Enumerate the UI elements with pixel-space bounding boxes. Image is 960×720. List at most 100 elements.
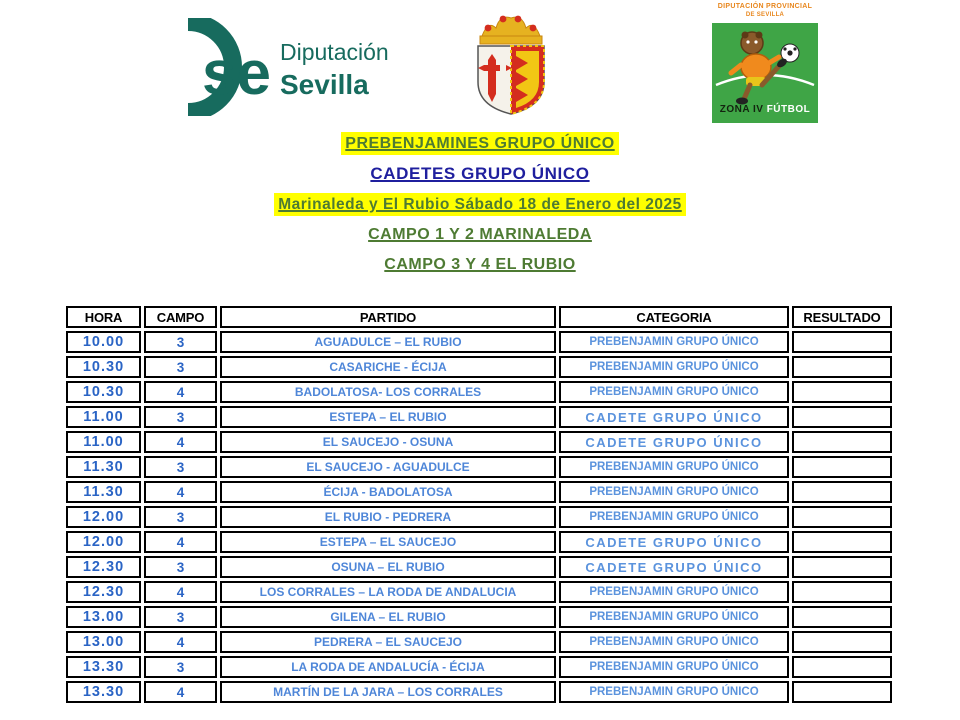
zona-caption-zona: ZONA IV xyxy=(719,104,764,115)
cell-hora: 10.30 xyxy=(66,381,141,403)
cell-resultado xyxy=(792,431,892,453)
title-campo-el-rubio-text: CAMPO 3 Y 4 EL RUBIO xyxy=(384,256,576,273)
cell-resultado xyxy=(792,556,892,578)
cell-campo: 3 xyxy=(144,406,217,428)
cell-categoria: CADETE GRUPO ÚNICO xyxy=(559,431,789,453)
sevilla-logo-line2: Sevilla xyxy=(280,69,369,100)
cell-campo: 3 xyxy=(144,506,217,528)
cell-hora: 11.00 xyxy=(66,406,141,428)
cell-partido: AGUADULCE – EL RUBIO xyxy=(220,331,556,353)
cell-hora: 13.00 xyxy=(66,606,141,628)
cell-resultado xyxy=(792,356,892,378)
cell-categoria: PREBENJAMIN GRUPO ÚNICO xyxy=(559,656,789,678)
cell-campo: 3 xyxy=(144,456,217,478)
cell-hora: 13.30 xyxy=(66,656,141,678)
cell-campo: 4 xyxy=(144,581,217,603)
cell-resultado xyxy=(792,481,892,503)
sevilla-logo-line1: Diputación xyxy=(280,39,388,65)
table-row: 13.00 4 PEDRERA – EL SAUCEJO PREBENJAMIN… xyxy=(66,631,892,653)
cell-categoria: PREBENJAMIN GRUPO ÚNICO xyxy=(559,631,789,653)
cell-categoria: CADETE GRUPO ÚNICO xyxy=(559,531,789,553)
cell-partido: OSUNA – EL RUBIO xyxy=(220,556,556,578)
cell-campo: 4 xyxy=(144,431,217,453)
table-row: 10.30 4 BADOLATOSA- LOS CORRALES PREBENJ… xyxy=(66,381,892,403)
cell-campo: 4 xyxy=(144,631,217,653)
cell-categoria: CADETE GRUPO ÚNICO xyxy=(559,556,789,578)
column-header-hora: HORA xyxy=(66,306,141,328)
table-row: 13.30 4 MARTÍN DE LA JARA – LOS CORRALES… xyxy=(66,681,892,703)
cell-campo: 3 xyxy=(144,656,217,678)
table-row: 12.30 4 LOS CORRALES – LA RODA DE ANDALU… xyxy=(66,581,892,603)
cell-categoria: CADETE GRUPO ÚNICO xyxy=(559,406,789,428)
cell-resultado xyxy=(792,656,892,678)
cell-resultado xyxy=(792,606,892,628)
cell-resultado xyxy=(792,631,892,653)
title-cadetes: CADETES GRUPO ÚNICO xyxy=(0,162,960,186)
table-row: 10.00 3 AGUADULCE – EL RUBIO PREBENJAMIN… xyxy=(66,331,892,353)
match-schedule-table: HORA CAMPO PARTIDO CATEGORIA RESULTADO 1… xyxy=(63,303,895,706)
cell-resultado xyxy=(792,381,892,403)
cell-partido: ESTEPA – EL SAUCEJO xyxy=(220,531,556,553)
cell-partido: LOS CORRALES – LA RODA DE ANDALUCIA xyxy=(220,581,556,603)
title-prebenjamines-text: PREBENJAMINES GRUPO ÚNICO xyxy=(341,132,619,155)
cell-resultado xyxy=(792,681,892,703)
cell-campo: 4 xyxy=(144,531,217,553)
cell-hora: 12.00 xyxy=(66,531,141,553)
cell-campo: 4 xyxy=(144,681,217,703)
cell-partido: CASARICHE - ÉCIJA xyxy=(220,356,556,378)
cell-partido: BADOLATOSA- LOS CORRALES xyxy=(220,381,556,403)
cell-categoria: PREBENJAMIN GRUPO ÚNICO xyxy=(559,481,789,503)
cell-hora: 10.00 xyxy=(66,331,141,353)
cell-hora: 12.30 xyxy=(66,581,141,603)
cell-resultado xyxy=(792,506,892,528)
cell-categoria: PREBENJAMIN GRUPO ÚNICO xyxy=(559,606,789,628)
table-row: 11.00 3 ESTEPA – EL RUBIO CADETE GRUPO Ú… xyxy=(66,406,892,428)
cell-partido: MARTÍN DE LA JARA – LOS CORRALES xyxy=(220,681,556,703)
table-header-row: HORA CAMPO PARTIDO CATEGORIA RESULTADO xyxy=(66,306,892,328)
cell-categoria: PREBENJAMIN GRUPO ÚNICO xyxy=(559,506,789,528)
cell-partido: EL RUBIO - PEDRERA xyxy=(220,506,556,528)
cell-campo: 4 xyxy=(144,381,217,403)
cell-hora: 11.00 xyxy=(66,431,141,453)
diputacion-sevilla-logo: se Diputación Sevilla xyxy=(178,13,389,121)
document-titles: PREBENJAMINES GRUPO ÚNICO CADETES GRUPO … xyxy=(0,132,960,283)
zona-logo-header: DIPUTACIÓN PROVINCIAL DE SEVILLA xyxy=(708,2,822,20)
table-row: 12.00 4 ESTEPA – EL SAUCEJO CADETE GRUPO… xyxy=(66,531,892,553)
column-header-campo: CAMPO xyxy=(144,306,217,328)
schedule-table-body: 10.00 3 AGUADULCE – EL RUBIO PREBENJAMIN… xyxy=(66,331,892,703)
cell-categoria: PREBENJAMIN GRUPO ÚNICO xyxy=(559,331,789,353)
cell-hora: 11.30 xyxy=(66,456,141,478)
table-row: 11.00 4 EL SAUCEJO - OSUNA CADETE GRUPO … xyxy=(66,431,892,453)
table-row: 13.30 3 LA RODA DE ANDALUCÍA - ÉCIJA PRE… xyxy=(66,656,892,678)
column-header-categoria: CATEGORIA xyxy=(559,306,789,328)
title-campo-marinaleda: CAMPO 1 Y 2 MARINALEDA xyxy=(0,223,960,246)
cell-campo: 3 xyxy=(144,356,217,378)
cell-campo: 4 xyxy=(144,481,217,503)
zona-caption-futbol: FÚTBOL xyxy=(766,104,811,115)
sevilla-logo-graphic: se Diputación Sevilla xyxy=(187,13,389,121)
cell-hora: 11.30 xyxy=(66,481,141,503)
cell-hora: 12.00 xyxy=(66,506,141,528)
el-rubio-coat-of-arms-icon xyxy=(460,6,562,118)
cell-campo: 3 xyxy=(144,606,217,628)
table-row: 13.00 3 GILENA – EL RUBIO PREBENJAMIN GR… xyxy=(66,606,892,628)
zona-mascot-icon xyxy=(715,31,815,105)
cell-categoria: PREBENJAMIN GRUPO ÚNICO xyxy=(559,381,789,403)
column-header-resultado: RESULTADO xyxy=(792,306,892,328)
title-campo-el-rubio: CAMPO 3 Y 4 EL RUBIO xyxy=(0,253,960,276)
cell-hora: 10.30 xyxy=(66,356,141,378)
cell-categoria: PREBENJAMIN GRUPO ÚNICO xyxy=(559,356,789,378)
cell-partido: ESTEPA – EL RUBIO xyxy=(220,406,556,428)
table-row: 12.30 3 OSUNA – EL RUBIO CADETE GRUPO ÚN… xyxy=(66,556,892,578)
table-row: 11.30 4 ÉCIJA - BADOLATOSA PREBENJAMIN G… xyxy=(66,481,892,503)
logo-band: se Diputación Sevilla xyxy=(0,0,960,132)
table-row: 10.30 3 CASARICHE - ÉCIJA PREBENJAMIN GR… xyxy=(66,356,892,378)
zona-iv-futbol-logo: DIPUTACIÓN PROVINCIAL DE SEVILLA xyxy=(708,2,822,132)
cell-resultado xyxy=(792,531,892,553)
title-campo-marinaleda-text: CAMPO 1 Y 2 MARINALEDA xyxy=(368,226,592,243)
cell-resultado xyxy=(792,331,892,353)
table-row: 11.30 3 EL SAUCEJO - AGUADULCE PREBENJAM… xyxy=(66,456,892,478)
cell-partido: ÉCIJA - BADOLATOSA xyxy=(220,481,556,503)
cell-campo: 3 xyxy=(144,331,217,353)
